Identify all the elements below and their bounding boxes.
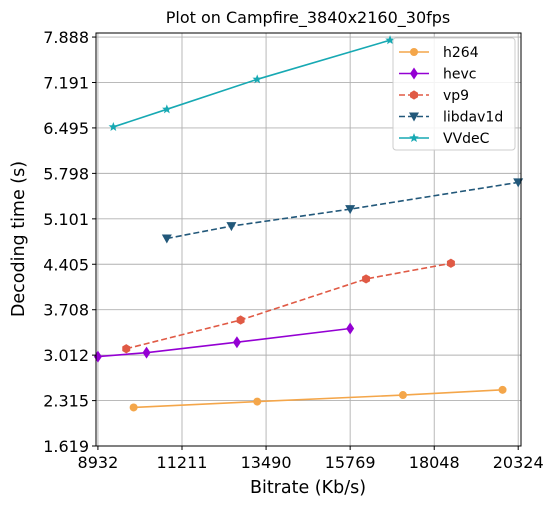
y-tick-label: 4.405 xyxy=(43,255,89,274)
legend-marker xyxy=(410,48,418,56)
x-tick-label: 18048 xyxy=(409,453,460,472)
series-line xyxy=(133,389,503,409)
series-line xyxy=(113,39,391,128)
data-point xyxy=(162,104,172,114)
legend-label: h264 xyxy=(443,45,479,61)
legend-marker xyxy=(409,133,419,143)
x-tick-label: 11211 xyxy=(157,453,208,472)
y-tick-label: 7.191 xyxy=(43,74,89,93)
legend-marker xyxy=(410,90,418,100)
y-tick-label: 7.888 xyxy=(43,28,89,47)
data-point xyxy=(161,234,172,244)
series-vp9 xyxy=(122,258,455,354)
tick-layer: 8932 11211 13490 15769 18048 20324 1.619 2.315 3… xyxy=(43,28,543,472)
series-h264 xyxy=(129,385,507,412)
legend-label: vp9 xyxy=(443,88,469,104)
legend-marker xyxy=(409,112,419,122)
x-tick-label: 15769 xyxy=(325,453,376,472)
series-vvdec xyxy=(108,35,395,131)
plot-frame xyxy=(95,32,522,447)
y-axis-label: Decoding time (s) xyxy=(9,161,29,317)
legend-item: VVdeC xyxy=(399,131,490,147)
data-point xyxy=(142,346,151,359)
data-point xyxy=(398,391,407,400)
data-point xyxy=(498,385,507,394)
legend-item: libdav1d xyxy=(399,110,503,126)
data-point xyxy=(446,258,455,268)
y-tick-label: 5.798 xyxy=(43,164,89,183)
legend-item: vp9 xyxy=(399,88,469,104)
legend-item: hevc xyxy=(399,67,476,83)
legend-item: h264 xyxy=(399,45,479,61)
data-point xyxy=(253,397,262,406)
x-tick-label: 8932 xyxy=(78,453,119,472)
y-tick-label: 6.495 xyxy=(43,119,89,138)
data-point xyxy=(226,222,237,232)
data-point xyxy=(385,35,395,45)
data-point xyxy=(362,274,371,284)
legend-entries: h264 hevc vp9 libdav1d VVdeC xyxy=(399,45,503,147)
legend-label: hevc xyxy=(443,67,476,83)
x-tick-label: 20324 xyxy=(493,453,544,472)
legend-label: libdav1d xyxy=(443,110,503,126)
data-point xyxy=(122,344,131,354)
y-tick-label: 2.315 xyxy=(43,392,89,411)
chart-title: Plot on Campfire_3840x2160_30fps xyxy=(166,8,451,28)
y-tick-label: 3.708 xyxy=(43,301,89,320)
y-tick-label: 5.101 xyxy=(43,210,89,229)
legend-label: VVdeC xyxy=(443,131,490,147)
x-tick-label: 13490 xyxy=(241,453,292,472)
series-layer xyxy=(93,35,524,412)
x-axis-label: Bitrate (Kb/s) xyxy=(250,478,366,498)
data-point xyxy=(129,403,138,412)
data-point xyxy=(346,322,355,335)
y-tick-label: 1.619 xyxy=(43,437,89,456)
legend: h264 hevc vp9 libdav1d VVdeC xyxy=(392,37,516,151)
data-point xyxy=(252,74,262,84)
series-line xyxy=(126,262,452,350)
data-point xyxy=(108,121,119,131)
data-point xyxy=(345,205,356,215)
legend-marker xyxy=(410,67,418,80)
data-point xyxy=(236,315,245,325)
legend-box xyxy=(392,37,516,151)
series-line xyxy=(97,327,351,358)
data-point xyxy=(232,336,241,349)
series-line xyxy=(166,181,519,240)
y-tick-label: 3.012 xyxy=(43,346,89,365)
